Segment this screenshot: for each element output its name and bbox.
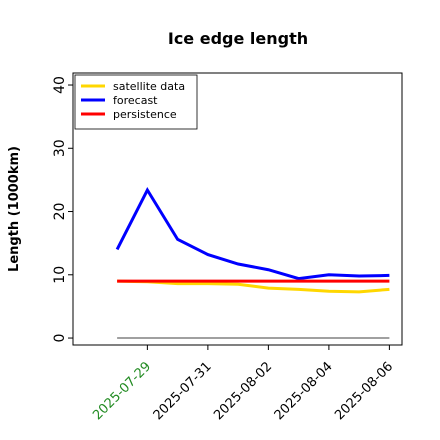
series-line: [115, 186, 390, 281]
x-tick-label: 2025-08-04: [272, 359, 336, 423]
x-tick-label: 2025-07-31: [151, 359, 215, 423]
series-line: [117, 279, 390, 294]
y-tick-label: 30: [52, 139, 68, 157]
y-tick-label: 40: [52, 76, 68, 94]
legend-label: satellite data: [113, 80, 185, 93]
x-tick-label: 2025-08-06: [332, 359, 396, 423]
y-tick-label: 10: [52, 266, 68, 284]
chart-title: Ice edge length: [168, 29, 308, 48]
x-tick-label: 2025-08-02: [211, 359, 275, 423]
legend-box: [74, 74, 198, 130]
legend-label: forecast: [113, 94, 158, 107]
legend-label: persistence: [113, 108, 177, 121]
x-tick-label: 2025-07-29: [90, 359, 154, 423]
y-tick-label: 0: [52, 334, 68, 343]
plot-frame: [72, 72, 403, 346]
y-axis-label: Length (1000km): [7, 146, 22, 272]
y-tick-label: 20: [52, 203, 68, 221]
